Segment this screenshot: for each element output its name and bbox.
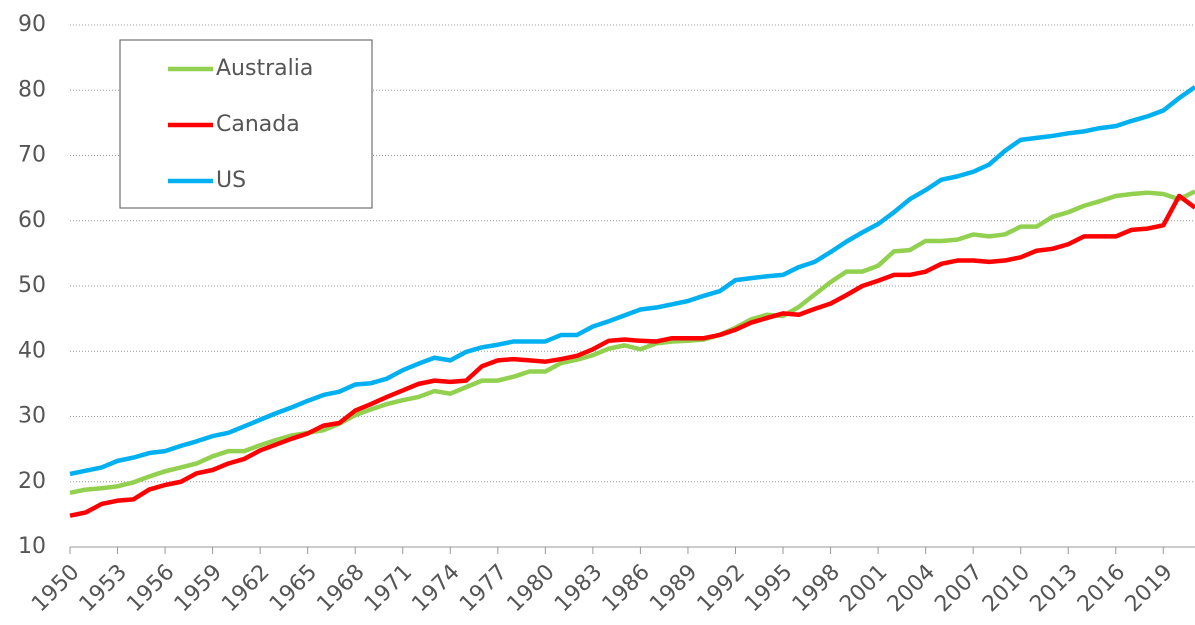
x-tick-label: 1968 (312, 560, 369, 617)
x-tick-label: 1956 (122, 560, 179, 617)
x-tick-label: 1977 (455, 560, 512, 617)
x-tick-label: 1986 (598, 560, 655, 617)
x-tick-label: 2001 (835, 560, 892, 617)
x-tick-label: 1983 (550, 560, 607, 617)
x-tick-label: 2004 (883, 560, 940, 617)
y-tick-label: 40 (18, 338, 46, 363)
series-line (69, 189, 1195, 496)
x-tick-label: 1998 (788, 560, 845, 617)
y-tick-label: 20 (18, 469, 46, 494)
legend-box (119, 39, 373, 209)
x-tick-label: 1980 (503, 560, 560, 617)
x-tick-label: 1962 (217, 560, 274, 617)
x-tick-label: 1953 (75, 560, 132, 617)
y-tick-label: 60 (18, 208, 46, 233)
y-tick-label: 70 (18, 143, 46, 168)
x-tick-label: 1995 (740, 560, 797, 617)
y-tick-label: 90 (18, 12, 46, 37)
legend-label: Australia (216, 56, 313, 81)
x-tick-label: 1989 (645, 560, 702, 617)
x-tick-label: 2013 (1025, 560, 1082, 617)
y-tick-label: 30 (18, 404, 46, 429)
x-tick-label: 2010 (978, 560, 1035, 617)
x-tick-label: 2019 (1121, 560, 1178, 617)
x-tick-label: 1950 (27, 560, 84, 617)
x-tick-label: 2016 (1073, 560, 1130, 617)
x-tick-label: 1959 (170, 560, 227, 617)
legend-label: Canada (216, 112, 300, 137)
x-tick-label: 1965 (265, 560, 322, 617)
y-tick-label: 50 (18, 273, 46, 298)
legend: Australia Canada US (119, 39, 373, 209)
legend-label: US (216, 168, 246, 193)
x-tick-label: 2007 (930, 560, 987, 617)
x-tick-label: 1974 (407, 560, 464, 617)
x-tick-label: 1992 (693, 560, 750, 617)
y-tick-label: 10 (18, 534, 46, 559)
x-tick-label: 1971 (360, 560, 417, 617)
series-line (69, 193, 1195, 518)
series-line (69, 85, 1195, 477)
y-tick-label: 80 (18, 77, 46, 102)
